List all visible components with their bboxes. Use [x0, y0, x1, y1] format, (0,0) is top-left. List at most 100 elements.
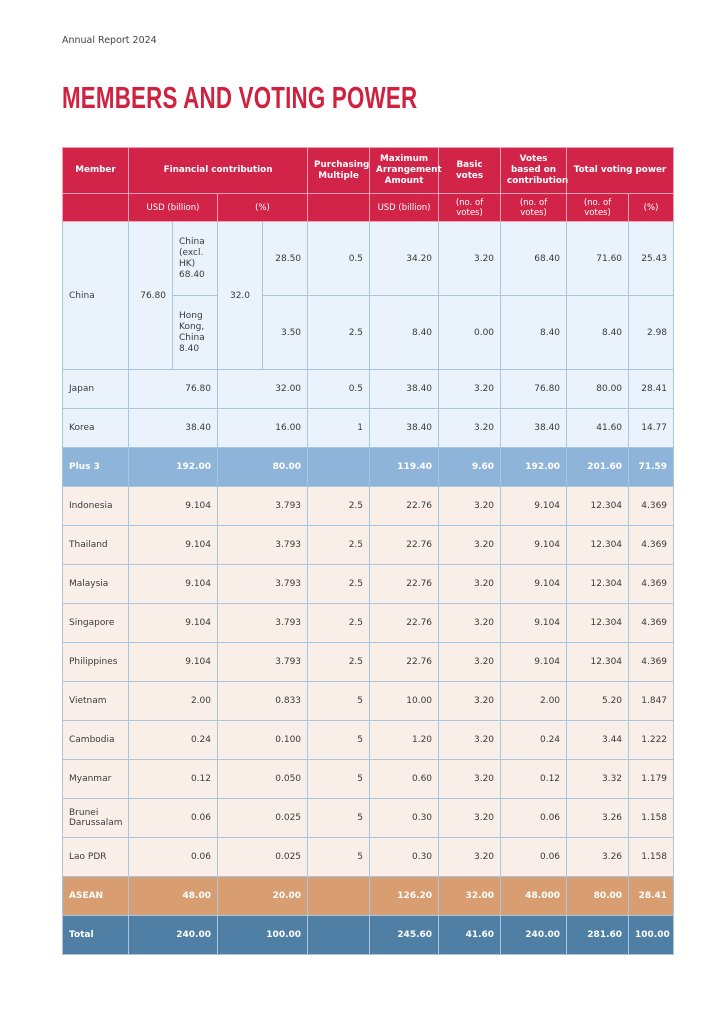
cell: 9.104 — [128, 603, 218, 643]
china-row: China 76.80 China (excl. HK) 68.40 32.0 2… — [62, 221, 675, 370]
cell: 0.5 — [307, 221, 371, 296]
member-row: Korea 38.40 16.00 1 38.40 3.20 38.40 41.60 14.77 — [62, 408, 675, 448]
cell: 8.40 — [500, 295, 568, 370]
sub-member-cell: China (excl. HK) 68.40 — [172, 221, 218, 296]
member-cell: Japan — [62, 369, 129, 409]
member-row: Myanmar 0.12 0.050 5 0.60 3.20 0.12 3.32 1.179 — [62, 759, 675, 799]
cell: 0.12 — [500, 759, 568, 799]
cell: 0.30 — [369, 798, 440, 838]
cell: 22.76 — [369, 564, 440, 604]
cell: 3.20 — [438, 759, 502, 799]
cell: 48.000 — [500, 876, 568, 916]
member-cell: Thailand — [62, 525, 129, 565]
cell: 3.20 — [438, 642, 502, 682]
cell: 100.00 — [216, 915, 309, 955]
member-cell: Cambodia — [62, 720, 129, 760]
cell: 3.26 — [566, 837, 630, 877]
empty-cell — [307, 915, 371, 955]
cell: 12.304 — [566, 642, 630, 682]
cell: 3.793 — [216, 564, 309, 604]
total-row: Total 240.00 100.00 245.60 41.60 240.00 281.60… — [62, 915, 675, 955]
sub-usd: 68.40 — [179, 269, 205, 280]
cell: 3.32 — [566, 759, 630, 799]
cell: 0.050 — [216, 759, 309, 799]
member-cell: Vietnam — [62, 681, 129, 721]
cell: 0.5 — [307, 369, 371, 409]
cell: 22.76 — [369, 486, 440, 526]
member-row: Japan 76.80 32.00 0.5 38.40 3.20 76.80 80.00 28.… — [62, 369, 675, 409]
cell: 1 — [307, 408, 371, 448]
cell: 2.5 — [307, 525, 371, 565]
cell: 76.80 — [128, 221, 173, 370]
cell: 0.30 — [369, 837, 440, 877]
member-cell: China — [62, 221, 129, 370]
member-row: Philippines 9.104 3.793 2.5 22.76 3.20 9.104 12… — [62, 642, 675, 682]
cell: 80.00 — [216, 447, 309, 487]
cell: 32.00 — [216, 369, 309, 409]
column-header: Basic votes — [438, 147, 502, 194]
cell: 2.5 — [307, 603, 371, 643]
cell: 4.369 — [628, 603, 675, 643]
cell: 1.222 — [628, 720, 675, 760]
unit-row: USD (billion) (%) USD (billion) (no. of … — [62, 193, 675, 222]
member-cell: ASEAN — [62, 876, 129, 916]
empty-cell — [307, 447, 371, 487]
table-body: China 76.80 China (excl. HK) 68.40 32.0 2… — [62, 221, 675, 955]
cell: 9.104 — [500, 525, 568, 565]
cell: 0.025 — [216, 837, 309, 877]
column-header: Purchasing Multiple — [307, 147, 371, 194]
cell: 245.60 — [369, 915, 440, 955]
cell: 71.60 — [566, 221, 630, 296]
cell: 5 — [307, 798, 371, 838]
cell: 25.43 — [628, 221, 675, 296]
cell: 32.0 — [217, 221, 263, 370]
cell: 4.369 — [628, 525, 675, 565]
cell: 2.98 — [628, 295, 675, 370]
total-row: ASEAN 48.00 20.00 126.20 32.00 48.000 80.00 28.… — [62, 876, 675, 916]
cell: 5.20 — [566, 681, 630, 721]
cell: 38.40 — [128, 408, 218, 448]
cell: 3.20 — [438, 486, 502, 526]
cell: 3.20 — [438, 221, 502, 296]
member-row: Cambodia 0.24 0.100 5 1.20 3.20 0.24 3.44 1.222 — [62, 720, 675, 760]
cell: 3.20 — [438, 798, 502, 838]
cell: 0.100 — [216, 720, 309, 760]
sub-member: China (excl. HK) — [179, 236, 205, 269]
sub-member: Hong Kong, China — [179, 310, 205, 343]
member-row: Lao PDR 0.06 0.025 5 0.30 3.20 0.06 3.26 1.158 — [62, 837, 675, 877]
cell: 80.00 — [566, 369, 630, 409]
cell: 4.369 — [628, 486, 675, 526]
column-header: Votes based on contribution — [500, 147, 568, 194]
cell: 3.793 — [216, 603, 309, 643]
unit-header: (no. of votes) — [438, 193, 502, 222]
cell: 9.104 — [500, 603, 568, 643]
cell: 34.20 — [369, 221, 440, 296]
column-header: Maximum Arrangement Amount — [369, 147, 442, 194]
cell: 0.06 — [500, 837, 568, 877]
cell: 0.12 — [128, 759, 218, 799]
cell: 38.40 — [369, 408, 440, 448]
cell: 3.20 — [438, 408, 502, 448]
cell: 240.00 — [128, 915, 218, 955]
cell: 8.40 — [566, 295, 630, 370]
cell: 4.369 — [628, 564, 675, 604]
cell: 201.60 — [566, 447, 630, 487]
cell: 2.00 — [128, 681, 218, 721]
cell: 8.40 — [369, 295, 440, 370]
cell: 3.20 — [438, 369, 502, 409]
unit-header: (no. of votes) — [566, 193, 630, 222]
cell: 126.20 — [369, 876, 440, 916]
cell: 4.369 — [628, 642, 675, 682]
cell: 281.60 — [566, 915, 630, 955]
column-header: Total voting power — [566, 147, 675, 194]
cell: 1.179 — [628, 759, 675, 799]
cell: 9.104 — [500, 486, 568, 526]
cell: 2.00 — [500, 681, 568, 721]
unit-header: (%) — [216, 193, 309, 222]
cell: 38.40 — [369, 369, 440, 409]
cell: 28.41 — [628, 876, 675, 916]
unit-header: (%) — [628, 193, 675, 222]
cell: 0.06 — [128, 798, 218, 838]
member-cell: Malaysia — [62, 564, 129, 604]
cell: 48.00 — [128, 876, 218, 916]
